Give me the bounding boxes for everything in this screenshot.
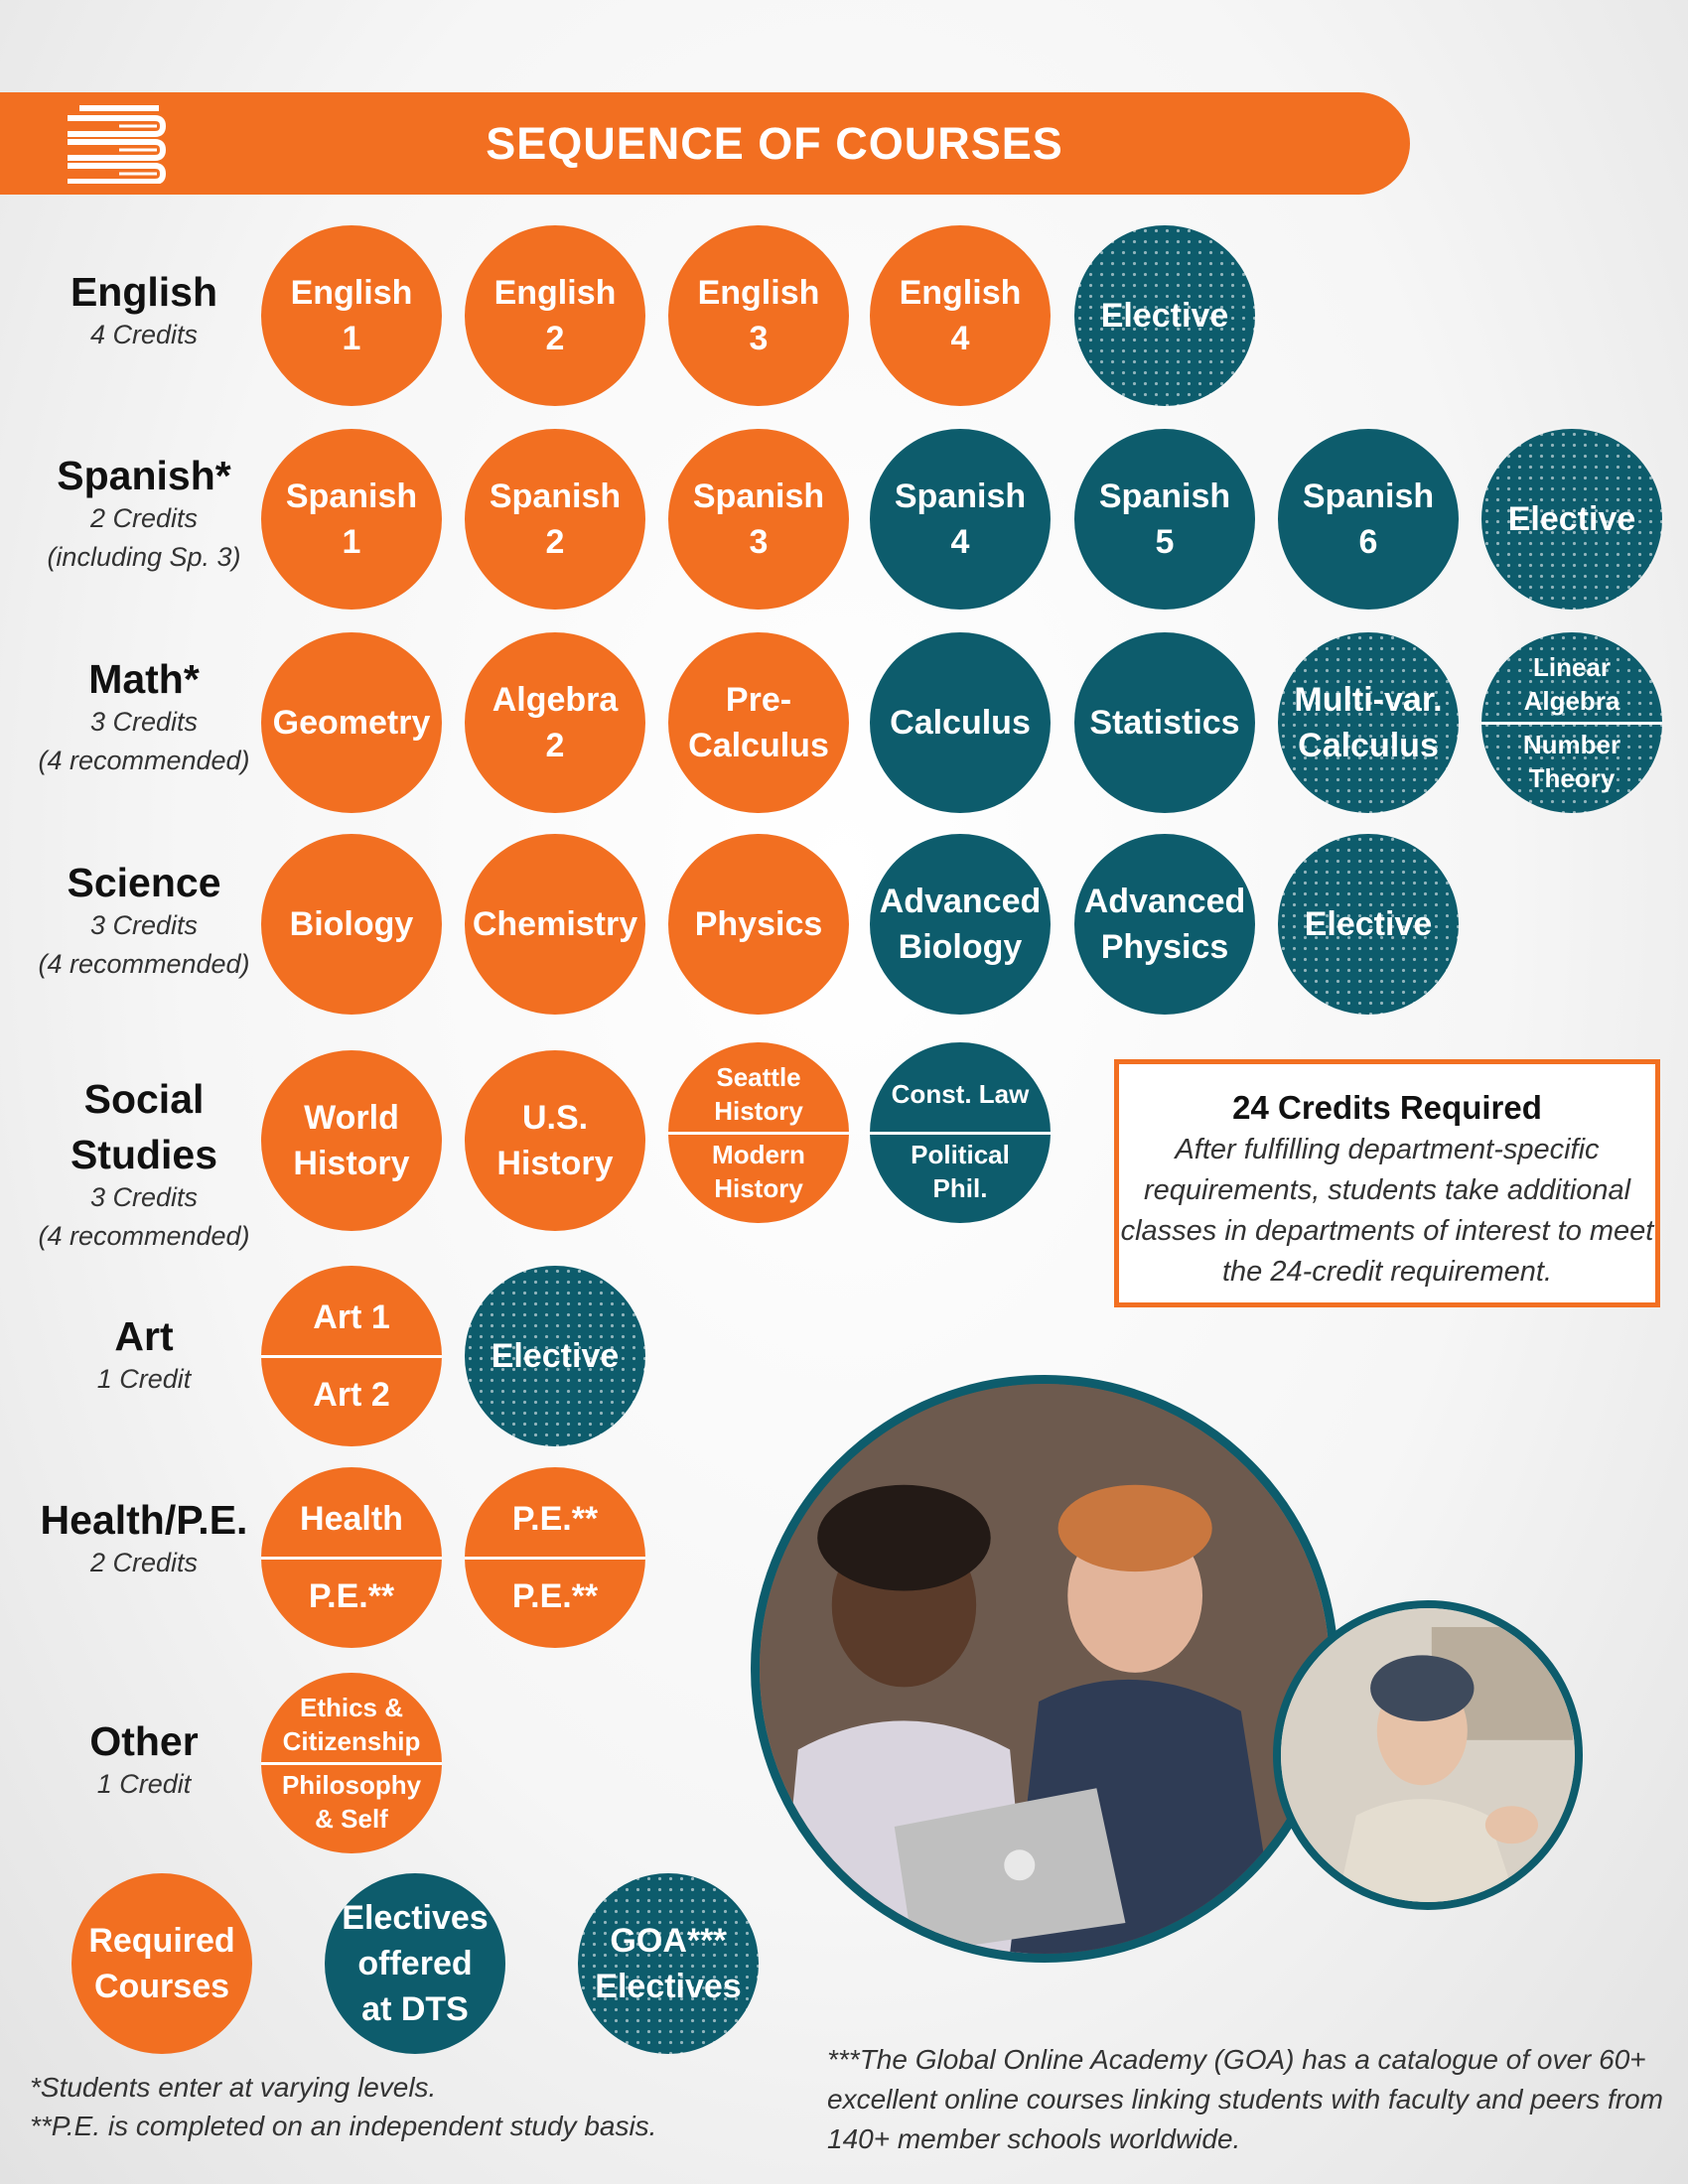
- subject-credits: 4 Credits: [89, 320, 199, 349]
- books-icon: [68, 105, 166, 184]
- course-science-elective: Elective: [1278, 834, 1459, 1015]
- subject-credits: 2 Credits: [89, 503, 199, 533]
- course-art-elective: Elective: [465, 1266, 645, 1446]
- course-english-1: English 1: [261, 225, 442, 406]
- course-english-elective: Elective: [1074, 225, 1255, 406]
- subject-health-pe: Health/P.E. 2 Credits: [0, 1496, 288, 1582]
- course-chemistry: Chemistry: [465, 834, 645, 1015]
- subject-credits: 1 Credit: [96, 1769, 192, 1799]
- course-statistics: Statistics: [1074, 632, 1255, 813]
- footnote-goa: ***The Global Online Academy (GOA) has a…: [827, 2044, 1663, 2154]
- course-spanish-6: Spanish 6: [1278, 429, 1459, 610]
- course-advanced-physics: Advanced Physics: [1074, 834, 1255, 1015]
- subject-name: Spanish*: [57, 453, 231, 498]
- course-world-history: World History: [261, 1050, 442, 1231]
- course-spanish-2: Spanish 2: [465, 429, 645, 610]
- course-pe-pe: P.E.** P.E.**: [465, 1467, 645, 1648]
- course-ethics-philosophy: Ethics & Citizenship Philosophy & Self: [261, 1673, 442, 1853]
- subject-name: Math*: [88, 656, 200, 702]
- course-english-3: English 3: [668, 225, 849, 406]
- subject-math: Math* 3 Credits (4 recommended): [0, 655, 288, 780]
- subject-credits: 3 Credits: [89, 1182, 199, 1212]
- course-seattle-modern-history: Seattle History Modern History: [668, 1042, 849, 1223]
- course-spanish-elective: Elective: [1481, 429, 1662, 610]
- course-english-4: English 4: [870, 225, 1051, 406]
- course-geometry: Geometry: [261, 632, 442, 813]
- course-calculus: Calculus: [870, 632, 1051, 813]
- course-const-law-political-phil: Const. Law Political Phil.: [870, 1042, 1051, 1223]
- subject-spanish: Spanish* 2 Credits (including Sp. 3): [0, 452, 288, 577]
- subject-science: Science 3 Credits (4 recommended): [0, 859, 288, 984]
- subject-credits: 1 Credit: [96, 1364, 192, 1394]
- course-us-history: U.S. History: [465, 1050, 645, 1231]
- course-english-2: English 2: [465, 225, 645, 406]
- footnote-levels: *Students enter at varying levels.: [30, 2072, 437, 2103]
- students-photo: [751, 1375, 1338, 1963]
- subject-other: Other 1 Credit: [0, 1717, 288, 1804]
- course-linear-algebra-number-theory: Linear Algebra Number Theory: [1481, 632, 1662, 813]
- course-precalculus: Pre- Calculus: [668, 632, 849, 813]
- subject-name: Other: [89, 1718, 199, 1764]
- title-banner: SEQUENCE OF COURSES: [0, 92, 1410, 195]
- course-physics: Physics: [668, 834, 849, 1015]
- subject-name: Social: [83, 1076, 205, 1122]
- legend-electives-dts: Electives offered at DTS: [325, 1873, 505, 2054]
- subject-name: English: [70, 269, 218, 315]
- course-spanish-3: Spanish 3: [668, 429, 849, 610]
- students-photo-image: [760, 1384, 1330, 1954]
- course-health-pe: Health P.E.**: [261, 1467, 442, 1648]
- course-spanish-1: Spanish 1: [261, 429, 442, 610]
- legend-goa-electives: GOA*** Electives: [578, 1873, 759, 2054]
- student-portrait-photo: [1273, 1600, 1583, 1910]
- subject-name: Art: [114, 1313, 174, 1359]
- credits-box-title: 24 Credits Required: [1232, 1089, 1542, 1126]
- subject-note: (4 recommended): [38, 1221, 250, 1251]
- footnote-pe: **P.E. is completed on an independent st…: [30, 2111, 657, 2141]
- student-portrait-image: [1281, 1608, 1575, 1902]
- subject-credits: 3 Credits: [89, 910, 199, 940]
- subject-name: Science: [67, 860, 221, 905]
- subject-art: Art 1 Credit: [0, 1312, 288, 1399]
- subject-social-studies: Social Studies 3 Credits (4 recommended): [0, 1075, 288, 1256]
- course-multivar-calculus: Multi-var. Calculus: [1278, 632, 1459, 813]
- subject-credits: 2 Credits: [89, 1548, 199, 1577]
- legend-required-courses: Required Courses: [71, 1873, 252, 2054]
- credits-required-box: 24 Credits Required After fulfilling dep…: [1114, 1059, 1660, 1307]
- course-biology: Biology: [261, 834, 442, 1015]
- course-algebra-2: Algebra 2: [465, 632, 645, 813]
- subject-name: Health/P.E.: [40, 1497, 248, 1543]
- subject-note: (including Sp. 3): [47, 542, 241, 572]
- subject-credits: 3 Credits: [89, 707, 199, 737]
- subject-english: English 4 Credits: [0, 268, 288, 354]
- subject-name-line2: Studies: [70, 1132, 218, 1177]
- course-spanish-4: Spanish 4: [870, 429, 1051, 610]
- page-title: SEQUENCE OF COURSES: [486, 117, 1063, 169]
- course-advanced-biology: Advanced Biology: [870, 834, 1051, 1015]
- subject-note: (4 recommended): [38, 949, 250, 979]
- course-spanish-5: Spanish 5: [1074, 429, 1255, 610]
- credits-box-body: After fulfilling department-specific req…: [1120, 1134, 1654, 1288]
- subject-note: (4 recommended): [38, 746, 250, 775]
- course-art-1-2: Art 1 Art 2: [261, 1266, 442, 1446]
